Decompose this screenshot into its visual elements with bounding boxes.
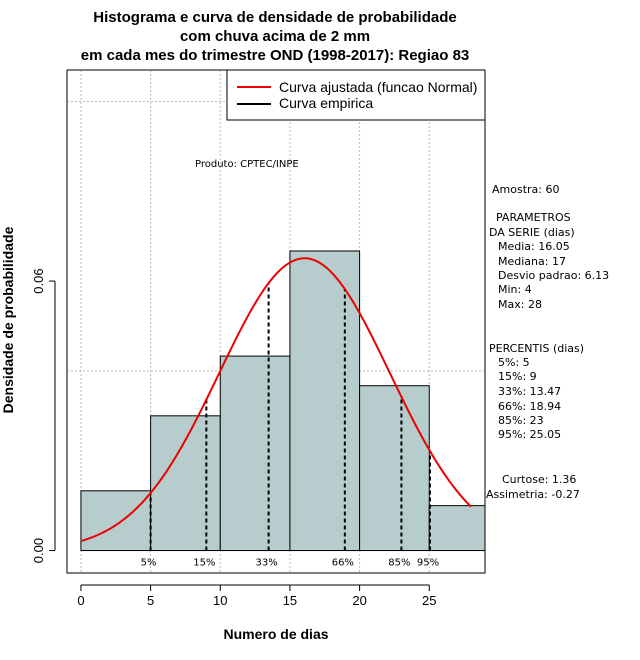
histogram-bars bbox=[80, 250, 486, 552]
chart-title-line-1: Histograma e curva de densidade de proba… bbox=[93, 9, 456, 26]
normal-curve-line bbox=[80, 257, 472, 543]
percentil-15: 15%: 9 bbox=[498, 370, 537, 383]
histogram-bar-5 bbox=[428, 505, 486, 552]
x-tick-label-20: 20 bbox=[352, 593, 366, 608]
legend-label-normal: Curva ajustada (funcao Normal) bbox=[279, 79, 477, 95]
product-label: Produto: CPTEC/INPE bbox=[195, 159, 299, 170]
x-axis-label: Numero de dias bbox=[223, 626, 328, 642]
params-header-1: PARAMETROS bbox=[496, 211, 571, 224]
percentile-label-5: 95% bbox=[417, 558, 439, 569]
y-tick-label-1: 0.06 bbox=[31, 268, 46, 293]
histogram-bar-0 bbox=[80, 490, 152, 552]
x-tick-label-15: 15 bbox=[283, 593, 297, 608]
percentil-33: 33%: 13.47 bbox=[498, 385, 561, 398]
percentile-label-4: 85% bbox=[388, 558, 410, 569]
percentil-85: 85%: 23 bbox=[498, 414, 544, 427]
param-mean: Media: 16.05 bbox=[498, 240, 570, 253]
chart-title-line-2: com chuva acima de 2 mm bbox=[180, 28, 370, 45]
sample-size: Amostra: 60 bbox=[492, 183, 559, 196]
x-tick-label-25: 25 bbox=[422, 593, 436, 608]
percentile-lines: 5% 15% 33% 66% 85% 95% bbox=[141, 283, 439, 569]
params-header-2: DA SERIE (dias) bbox=[489, 226, 575, 239]
legend-label-empirical: Curva empirica bbox=[279, 95, 373, 111]
percentile-label-2: 33% bbox=[255, 558, 277, 569]
percentil-5: 5%: 5 bbox=[498, 356, 530, 369]
histogram-bar-3 bbox=[289, 250, 361, 552]
kurtosis: Curtose: 1.36 bbox=[502, 473, 576, 486]
legend: Curva ajustada (funcao Normal) Curva emp… bbox=[226, 69, 486, 121]
histogram-bar-4 bbox=[359, 385, 430, 552]
param-max: Max: 28 bbox=[498, 298, 542, 311]
legend-box bbox=[226, 69, 486, 121]
y-tick-label-0: 0.00 bbox=[31, 538, 46, 563]
percentil-66: 66%: 18.94 bbox=[498, 400, 561, 413]
param-sd: Desvio padrao: 6.13 bbox=[498, 269, 609, 282]
chart-title-line-3: em cada mes do trimestre OND (1998-2017)… bbox=[81, 47, 470, 64]
skewness: Assimetria: -0.27 bbox=[486, 488, 580, 501]
histogram-bar-2 bbox=[219, 355, 291, 552]
x-tick-label-5: 5 bbox=[147, 593, 154, 608]
axes: 0 5 10 15 20 25 0.00 0.06 bbox=[31, 268, 437, 608]
normal-curve bbox=[80, 257, 472, 543]
x-tick-label-0: 0 bbox=[77, 593, 84, 608]
percentile-label-1: 15% bbox=[193, 558, 215, 569]
stats-panel: Amostra: 60 PARAMETROS DA SERIE (dias) M… bbox=[486, 183, 609, 501]
percentil-95: 95%: 25.05 bbox=[498, 428, 561, 441]
param-min: Min: 4 bbox=[498, 283, 532, 296]
percentis-header: PERCENTIS (dias) bbox=[489, 342, 584, 355]
percentile-label-0: 5% bbox=[141, 558, 157, 569]
param-median: Mediana: 17 bbox=[498, 255, 566, 268]
y-axis-label: Densidade de probabilidade bbox=[0, 226, 16, 413]
histogram-bar-1 bbox=[150, 415, 221, 552]
percentile-label-3: 66% bbox=[332, 558, 354, 569]
x-tick-label-10: 10 bbox=[213, 593, 227, 608]
